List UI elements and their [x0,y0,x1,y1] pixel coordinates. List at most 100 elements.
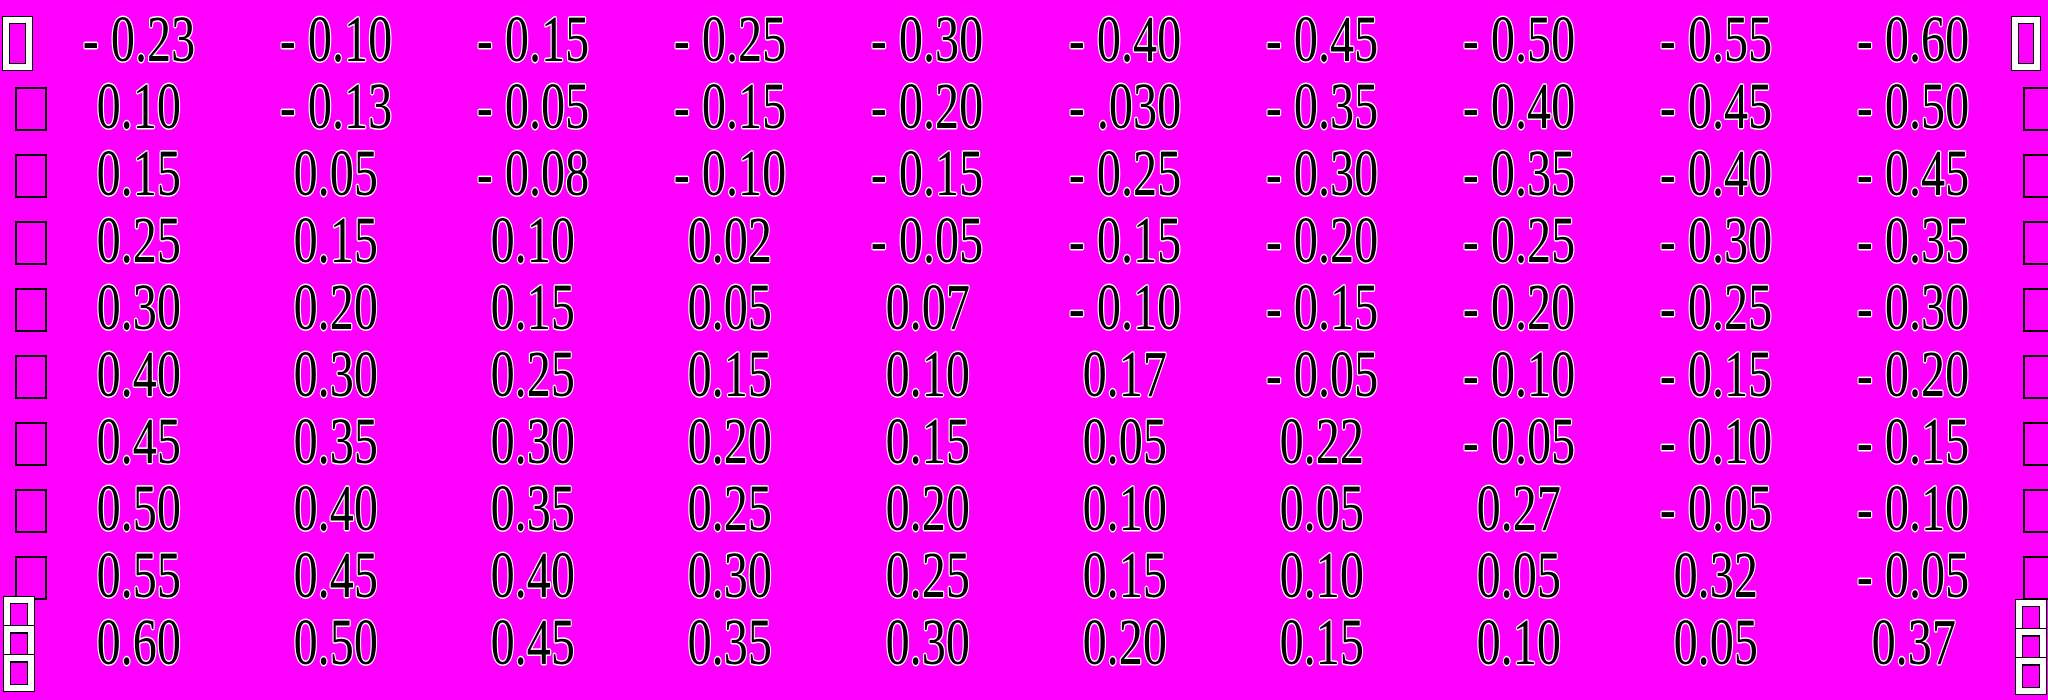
matrix-cell: 0.27 [1420,475,1617,542]
matrix-cell: 0.05 [1618,609,1815,676]
matrix-value: 0.35 [490,471,576,545]
matrix-cell: 0.05 [237,140,434,207]
left-bracket-side-tofu-icon [15,221,47,265]
right-bracket-bottom-tofu-icon [2016,600,2046,694]
matrix-cell: - 0.25 [1026,140,1223,207]
matrix-cell: - 0.10 [237,6,434,73]
matrix-value: - 0.20 [1462,270,1576,344]
matrix-cell: 0.35 [632,609,829,676]
matrix-cell: - 0.10 [1815,475,2012,542]
tofu-box-segment [2016,658,2046,694]
matrix-cell: - 0.15 [829,140,1026,207]
matrix-cell: 0.25 [434,341,631,408]
matrix-cell: 0.55 [40,542,237,609]
matrix-cell: 0.15 [40,140,237,207]
matrix-cell: - 0.05 [434,73,631,140]
tofu-box-segment [4,655,34,691]
matrix-value: - 0.05 [1857,538,1970,612]
matrix-value: - 0.30 [1265,136,1378,210]
left-bracket-bottom-tofu-icon [4,597,34,691]
matrix-cell: 0.25 [632,475,829,542]
matrix-value: - 0.35 [1265,69,1378,143]
matrix-value: 0.05 [688,270,773,344]
matrix-value: 0.30 [293,337,378,411]
matrix-value: - 0.40 [1462,69,1576,143]
matrix-value: 0.02 [688,203,773,277]
matrix-value: 0.50 [96,471,181,545]
matrix-cell: - 0.40 [1420,73,1617,140]
matrix-cell: - 0.45 [1815,140,2012,207]
matrix-value: 0.37 [1871,605,1956,679]
matrix-cell: 0.35 [237,408,434,475]
matrix-value: - 0.40 [1068,2,1181,76]
matrix-value: - 0.10 [1068,270,1181,344]
matrix-value: 0.15 [490,270,576,344]
matrix-cell: 0.40 [40,341,237,408]
matrix-value: 0.45 [293,538,378,612]
matrix-value: 0.25 [688,471,773,545]
matrix-value: 0.30 [490,404,576,478]
matrix-value: - 0.05 [1659,471,1773,545]
matrix-value: - 0.45 [1265,2,1378,76]
matrix-value: 0.22 [1279,404,1364,478]
matrix-cell: - 0.20 [829,73,1026,140]
matrix-value: 0.20 [885,471,970,545]
matrix-value: - 0.30 [871,2,984,76]
matrix-cell: - 0.45 [1223,6,1420,73]
matrix-value: - 0.20 [871,69,984,143]
matrix-value: 0.07 [885,270,970,344]
matrix-value: 0.55 [96,538,181,612]
matrix-value: 0.50 [293,605,378,679]
matrix-cell: - 0.35 [1815,207,2012,274]
matrix-value: 0.45 [490,605,576,679]
matrix-cell: - 0.50 [1420,6,1617,73]
matrix-cell: - 0.15 [632,73,829,140]
matrix-cell: 0.45 [237,542,434,609]
matrix-cell: 0.30 [632,542,829,609]
matrix-cell: - 0.25 [1420,207,1617,274]
matrix-cell: - 0.35 [1420,140,1617,207]
matrix-value: - 0.05 [871,203,984,277]
matrix-cell: - 0.10 [1618,408,1815,475]
matrix-cell: 0.05 [632,274,829,341]
right-bracket-top-tofu-icon [2012,17,2040,70]
matrix-value: 0.05 [1674,605,1759,679]
left-bracket-side-tofu-icon [15,154,47,198]
matrix-cell: 0.10 [40,73,237,140]
matrix-cell: 0.05 [1223,475,1420,542]
matrix-value: 0.20 [293,270,378,344]
matrix-cell: 0.30 [40,274,237,341]
matrix-cell: - 0.40 [1618,140,1815,207]
matrix-cell: - 0.20 [1420,274,1617,341]
matrix-value: - 0.25 [1068,136,1181,210]
matrix-cell: 0.35 [434,475,631,542]
left-bracket-side-tofu-icon [15,87,47,131]
matrix-cell: 0.05 [1420,542,1617,609]
matrix-value: 0.10 [96,69,181,143]
matrix-value: - 0.45 [1659,69,1773,143]
matrix-cell: - 0.05 [1223,341,1420,408]
matrix-cell: 0.15 [1223,609,1420,676]
matrix-value: - 0.13 [279,69,392,143]
matrix-cell: - 0.45 [1618,73,1815,140]
matrix-value: 0.10 [1082,471,1167,545]
matrix-cell: 0.20 [829,475,1026,542]
matrix-value: 0.60 [96,605,181,679]
matrix-cell: - 0.05 [1420,408,1617,475]
matrix-cell: - 0.15 [1026,207,1223,274]
matrix-value: 0.15 [1082,538,1167,612]
matrix-cell: 0.30 [434,408,631,475]
matrix-value: 0.15 [293,203,378,277]
matrix-cell: - 0.23 [40,6,237,73]
matrix-value: 0.15 [688,337,773,411]
matrix-cell: - 0.20 [1223,207,1420,274]
matrix-cell: - 0.05 [1815,542,2012,609]
matrix-value: - 0.05 [476,69,590,143]
right-bracket-side-tofu-icon [2023,355,2048,399]
right-bracket-side-tofu-icon [2023,288,2048,332]
matrix-cell: - 0.35 [1223,73,1420,140]
matrix-value: 0.15 [885,404,970,478]
left-bracket-side-tofu-icon [15,288,47,332]
matrix-cell: - 0.10 [632,140,829,207]
matrix-cell: - 0.30 [1618,207,1815,274]
